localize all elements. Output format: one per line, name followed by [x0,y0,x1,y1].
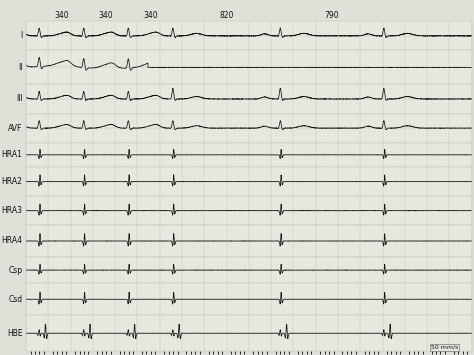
Y-axis label: II: II [18,63,22,72]
Text: 340: 340 [54,11,69,20]
Y-axis label: HRA4: HRA4 [1,236,22,246]
Y-axis label: HBE: HBE [7,329,22,338]
Text: 340: 340 [99,11,113,20]
Y-axis label: AVF: AVF [8,124,22,133]
Y-axis label: HRA1: HRA1 [1,150,22,159]
Y-axis label: III: III [16,94,22,103]
Y-axis label: HRA2: HRA2 [1,177,22,186]
Text: 340: 340 [143,11,158,20]
Y-axis label: I: I [20,31,22,40]
Y-axis label: Csd: Csd [9,295,22,304]
Text: 50 mm/s: 50 mm/s [431,345,458,350]
Text: 790: 790 [325,11,339,20]
Y-axis label: HRA3: HRA3 [1,206,22,215]
Text: 820: 820 [219,11,234,20]
Y-axis label: Csp: Csp [9,266,22,275]
